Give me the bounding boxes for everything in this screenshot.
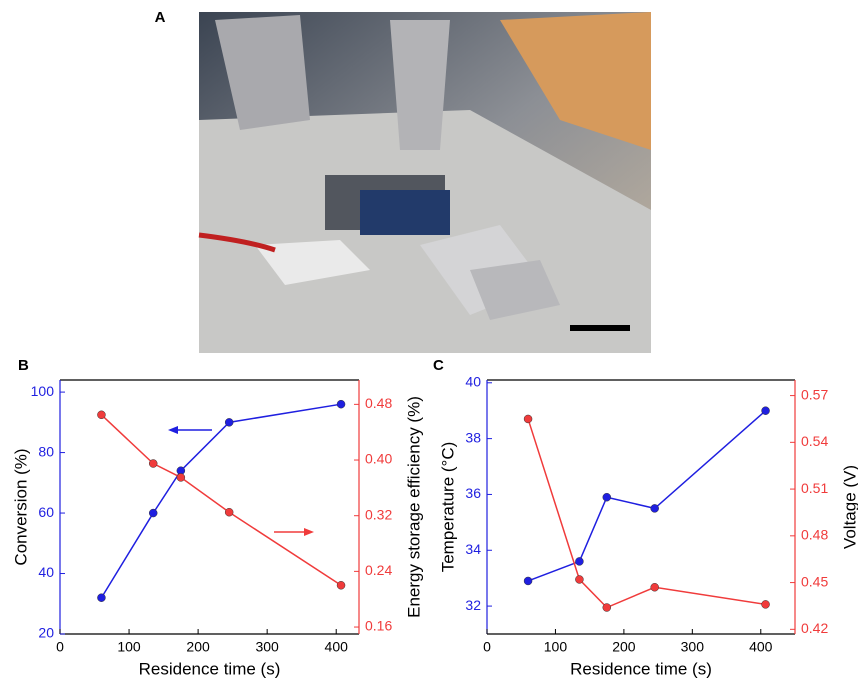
data-point [224, 507, 234, 517]
y-axis-title: Temperature (°C) [438, 442, 457, 573]
arrow-left [168, 426, 212, 434]
x-axis-title: Residence time (s) [570, 659, 712, 678]
data-point [575, 575, 584, 584]
data-point [336, 581, 346, 590]
y-tick-label: 40 [38, 564, 54, 580]
y2-axis-title: Energy storage efficiency (%) [404, 396, 423, 618]
photo [198, 12, 651, 353]
y-tick-label: 20 [38, 625, 54, 641]
y-tick-label: 36 [465, 485, 481, 501]
y-tick-label: 40 [465, 373, 481, 389]
data-point [97, 410, 106, 420]
x-tick-label: 0 [483, 639, 491, 655]
series-line [527, 418, 766, 609]
y-tick-label: 60 [38, 504, 54, 520]
data-point [176, 473, 186, 482]
series-line [527, 410, 767, 582]
y2-tick-label: 0.32 [365, 506, 392, 522]
panel-label: C [433, 357, 444, 374]
data-point [97, 593, 106, 602]
series-line [100, 403, 342, 599]
y2-tick-label: 0.54 [801, 433, 828, 449]
y2-tick-label: 0.48 [365, 395, 392, 411]
y-tick-label: 32 [465, 597, 481, 613]
y-tick-label: 80 [38, 443, 54, 459]
data-point [761, 406, 770, 415]
x-tick-label: 100 [544, 639, 568, 655]
y2-tick-label: 0.16 [365, 618, 392, 634]
y2-tick-label: 0.24 [365, 562, 392, 578]
x-tick-label: 400 [325, 639, 349, 655]
x-axis-title: Residence time (s) [139, 659, 281, 678]
y-tick-label: 100 [31, 383, 55, 399]
arrow-right [274, 528, 314, 536]
panel-label: A [155, 9, 166, 26]
y-tick-label: 34 [465, 541, 481, 557]
data-point [523, 576, 533, 586]
data-point [148, 459, 158, 468]
data-point [224, 418, 234, 427]
x-tick-label: 0 [56, 639, 64, 655]
x-tick-label: 100 [117, 639, 141, 655]
y2-tick-label: 0.40 [365, 451, 392, 467]
data-point [602, 603, 612, 612]
data-point [148, 508, 158, 518]
y-axis-title: Conversion (%) [11, 448, 30, 565]
y-tick-label: 38 [465, 429, 481, 445]
data-point [336, 399, 346, 409]
data-point [650, 504, 659, 513]
x-tick-label: 400 [749, 639, 773, 655]
panel-label: B [18, 357, 29, 374]
data-point [523, 414, 533, 424]
y2-axis-title: Voltage (V) [840, 465, 858, 549]
y2-tick-label: 0.57 [801, 386, 828, 402]
x-tick-label: 200 [186, 639, 210, 655]
x-tick-label: 300 [255, 639, 279, 655]
y2-tick-label: 0.42 [801, 620, 828, 636]
data-point [650, 583, 659, 592]
data-point [602, 492, 612, 502]
data-point [575, 557, 584, 566]
y2-tick-label: 0.45 [801, 573, 828, 589]
y2-tick-label: 0.51 [801, 480, 828, 496]
x-tick-label: 200 [612, 639, 636, 655]
data-point [761, 600, 770, 609]
y2-tick-label: 0.48 [801, 527, 828, 543]
series-line [100, 414, 342, 586]
x-tick-label: 300 [681, 639, 705, 655]
